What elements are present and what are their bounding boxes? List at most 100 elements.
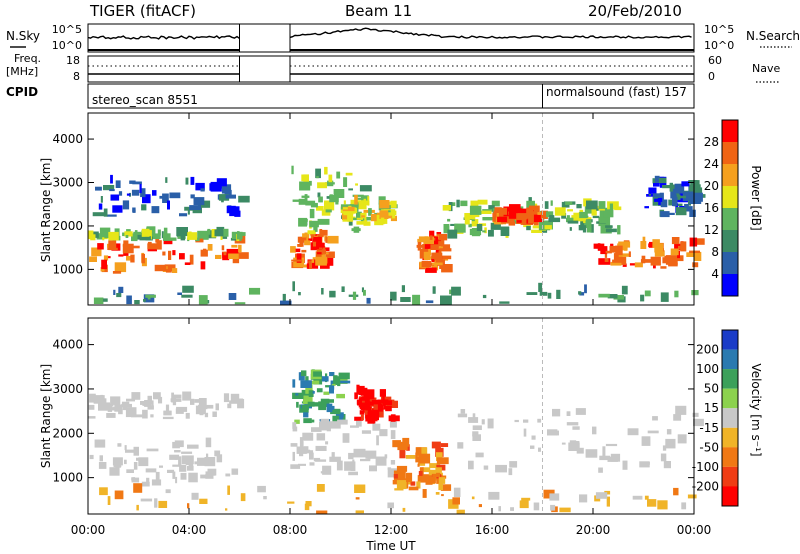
scatter-cell [693, 418, 704, 427]
scatter-cell [99, 487, 108, 496]
scatter-cell [222, 228, 229, 237]
scatter-cell [569, 227, 572, 231]
scatter-cell [599, 219, 608, 224]
scatter-cell [173, 394, 182, 399]
scatter-cell [97, 243, 104, 250]
nsearch-label: N.Search [746, 29, 800, 43]
scatter-cell [352, 194, 364, 197]
scatter-cell [330, 405, 335, 411]
scatter-cell [652, 416, 658, 421]
scatter-cell [223, 393, 230, 403]
scatter-cell [356, 211, 362, 218]
scatter-cell [126, 256, 134, 261]
scatter-cell [590, 224, 594, 233]
scatter-cell [537, 418, 542, 423]
scatter-cell [472, 214, 480, 218]
scatter-cell [417, 238, 430, 243]
scatter-cell [647, 499, 657, 507]
scatter-cell [300, 380, 312, 388]
scatter-cell [296, 401, 299, 408]
scatter-cell [320, 263, 330, 269]
scatter-cell [297, 236, 307, 243]
scatter-cell [686, 252, 696, 257]
scatter-cell [689, 209, 696, 217]
scatter-cell [387, 502, 394, 509]
power-colorbar-label: Power [dB] [749, 165, 763, 230]
scatter-cell [610, 261, 622, 266]
scatter-cell [470, 200, 479, 208]
scatter-cell [574, 441, 580, 445]
scatter-cell [136, 504, 139, 511]
scatter-cell [126, 193, 131, 196]
scatter-cell [375, 456, 387, 466]
scatter-cell [452, 497, 460, 505]
scatter-cell [225, 194, 236, 199]
scatter-cell [98, 462, 107, 469]
scatter-cell [140, 498, 153, 502]
freq-label-line2: [MHz] [6, 65, 38, 78]
scatter-cell [114, 262, 127, 273]
scatter-cell [282, 293, 286, 302]
scatter-cell [441, 494, 444, 497]
scatter-cell [304, 503, 310, 511]
scatter-cell [592, 426, 597, 435]
scatter-cell [340, 380, 351, 384]
scatter-cell [154, 264, 167, 272]
scatter-cell [360, 458, 371, 462]
scatter-cell [477, 199, 488, 205]
scatter-cell [526, 208, 529, 217]
scatter-cell [660, 292, 669, 302]
scatter-cell [604, 258, 609, 262]
scatter-cell [227, 403, 232, 409]
scatter-cell [108, 407, 118, 411]
scatter-cell [386, 215, 393, 219]
scatter-cell [295, 248, 301, 253]
scatter-cell [179, 213, 188, 217]
scatter-cell [106, 214, 117, 217]
scatter-cell [640, 259, 652, 263]
colorbar-swatch [722, 349, 738, 370]
scatter-cell [399, 449, 406, 459]
scatter-cell [292, 199, 301, 202]
scatter-cell [660, 199, 668, 208]
scatter-cell [200, 249, 208, 257]
scatter-cell [204, 457, 216, 467]
scatter-cell [402, 507, 406, 512]
scatter-cell [303, 174, 309, 182]
scatter-cell [641, 255, 646, 264]
scatter-cell [304, 240, 311, 246]
freq-top-tick: 18 [66, 54, 80, 67]
scatter-cell [307, 401, 315, 407]
scatter-cell [134, 300, 140, 305]
colorbar-swatch [722, 120, 738, 142]
scatter-cell [406, 444, 410, 451]
scatter-cell [141, 481, 150, 487]
velocity-colorbar: 200 100 50 15 -15 -50 -100 -200 [692, 329, 739, 507]
colorbar-tick-label: 20 [704, 179, 719, 193]
scatter-cell [152, 190, 157, 196]
scatter-cell [92, 212, 105, 217]
scatter-cell [653, 183, 660, 187]
scatter-cell [425, 481, 433, 485]
scatter-cell [490, 222, 501, 230]
scatter-cell [298, 463, 306, 466]
colorbar-swatch [722, 208, 738, 230]
scatter-cell [388, 210, 391, 213]
scatter-cell [188, 231, 192, 236]
scatter-cell [144, 400, 149, 407]
y-tick-label: 3000 [52, 382, 83, 396]
colorbar-frame [721, 329, 739, 507]
scatter-cell [305, 384, 313, 394]
scatter-cell [417, 447, 428, 457]
scatter-cell [367, 401, 374, 406]
scatter-cell [336, 393, 345, 399]
scatter-cell [472, 434, 481, 441]
scatter-cell [311, 259, 315, 263]
y-tick-label: 2000 [52, 219, 83, 233]
colorbar-swatch [722, 330, 738, 350]
scatter-cell [228, 293, 237, 300]
scatter-cell [102, 298, 108, 302]
scatter-cell [351, 217, 361, 221]
scatter-cell [225, 508, 228, 511]
scatter-cell [454, 487, 460, 494]
